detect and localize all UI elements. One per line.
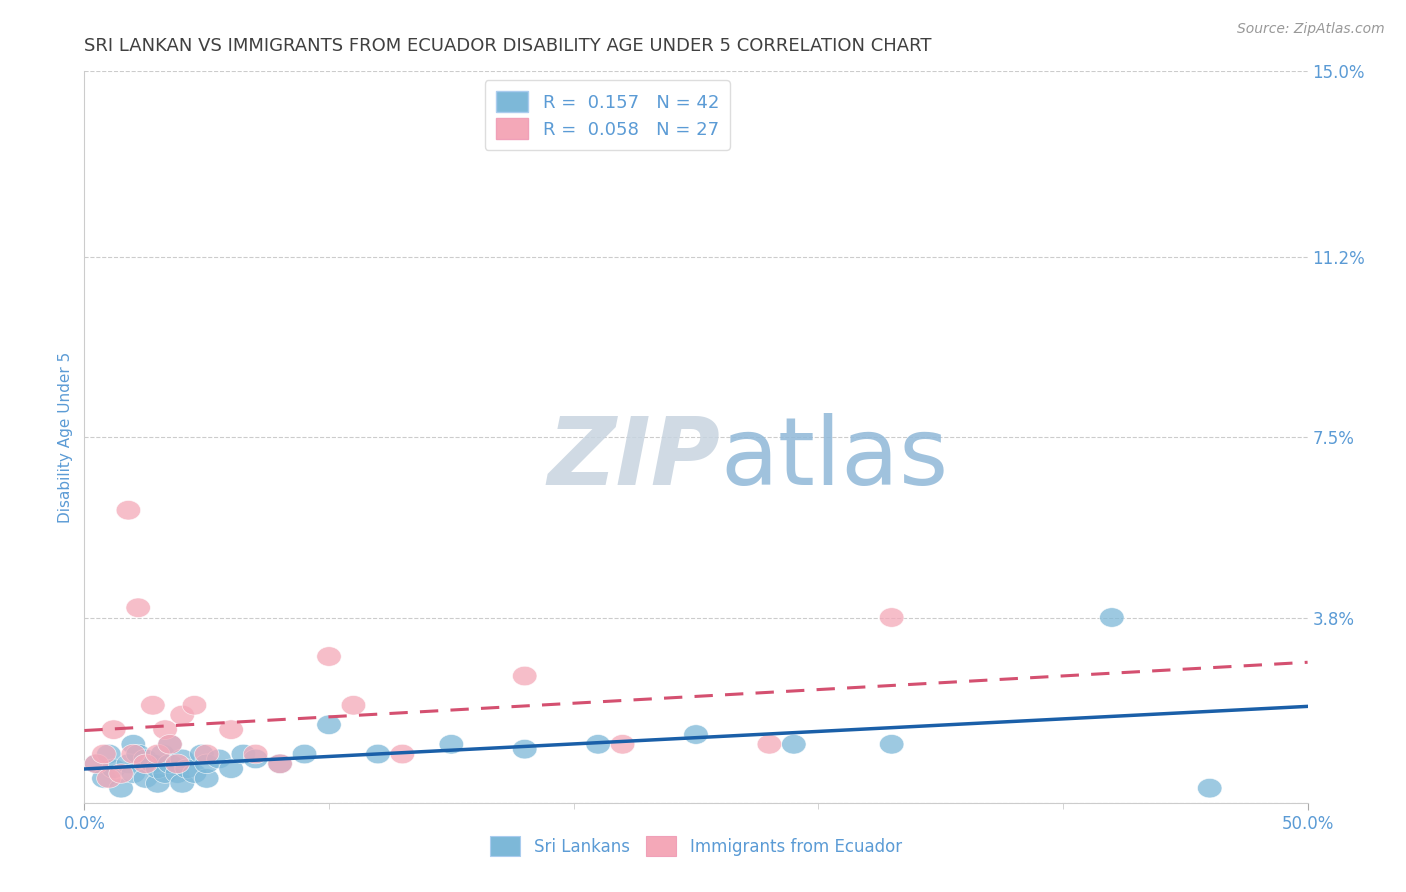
Ellipse shape (513, 739, 537, 759)
Ellipse shape (146, 744, 170, 764)
Ellipse shape (207, 749, 231, 769)
Ellipse shape (134, 754, 157, 773)
Ellipse shape (683, 725, 709, 744)
Ellipse shape (219, 720, 243, 739)
Ellipse shape (117, 500, 141, 520)
Ellipse shape (134, 769, 157, 789)
Ellipse shape (269, 754, 292, 773)
Ellipse shape (513, 666, 537, 686)
Ellipse shape (170, 749, 194, 769)
Ellipse shape (610, 734, 636, 754)
Ellipse shape (880, 734, 904, 754)
Ellipse shape (108, 764, 134, 783)
Ellipse shape (108, 779, 134, 798)
Ellipse shape (127, 744, 150, 764)
Ellipse shape (121, 764, 146, 783)
Ellipse shape (183, 764, 207, 783)
Ellipse shape (97, 769, 121, 789)
Ellipse shape (194, 769, 219, 789)
Ellipse shape (170, 773, 194, 793)
Ellipse shape (101, 720, 127, 739)
Ellipse shape (292, 744, 316, 764)
Ellipse shape (183, 696, 207, 715)
Ellipse shape (1099, 607, 1125, 627)
Ellipse shape (190, 744, 214, 764)
Ellipse shape (586, 734, 610, 754)
Ellipse shape (91, 744, 117, 764)
Ellipse shape (170, 706, 194, 725)
Ellipse shape (157, 754, 183, 773)
Ellipse shape (157, 734, 183, 754)
Ellipse shape (146, 759, 170, 779)
Ellipse shape (243, 749, 269, 769)
Ellipse shape (243, 744, 269, 764)
Ellipse shape (153, 720, 177, 739)
Ellipse shape (1198, 779, 1222, 798)
Ellipse shape (141, 754, 165, 773)
Legend: Sri Lankans, Immigrants from Ecuador: Sri Lankans, Immigrants from Ecuador (482, 828, 910, 864)
Ellipse shape (121, 744, 146, 764)
Ellipse shape (117, 754, 141, 773)
Ellipse shape (146, 773, 170, 793)
Ellipse shape (316, 647, 342, 666)
Ellipse shape (316, 715, 342, 734)
Ellipse shape (91, 769, 117, 789)
Ellipse shape (269, 754, 292, 773)
Ellipse shape (219, 759, 243, 779)
Ellipse shape (366, 744, 391, 764)
Ellipse shape (134, 749, 157, 769)
Text: atlas: atlas (720, 413, 949, 505)
Text: ZIP: ZIP (547, 413, 720, 505)
Ellipse shape (157, 734, 183, 754)
Text: Source: ZipAtlas.com: Source: ZipAtlas.com (1237, 22, 1385, 37)
Ellipse shape (121, 734, 146, 754)
Ellipse shape (153, 764, 177, 783)
Ellipse shape (391, 744, 415, 764)
Ellipse shape (165, 764, 190, 783)
Ellipse shape (174, 759, 200, 779)
Ellipse shape (165, 754, 190, 773)
Ellipse shape (84, 754, 108, 773)
Ellipse shape (97, 744, 121, 764)
Ellipse shape (150, 744, 174, 764)
Ellipse shape (880, 607, 904, 627)
Ellipse shape (758, 734, 782, 754)
Ellipse shape (194, 754, 219, 773)
Ellipse shape (127, 598, 150, 617)
Ellipse shape (141, 696, 165, 715)
Ellipse shape (342, 696, 366, 715)
Ellipse shape (84, 754, 108, 773)
Ellipse shape (782, 734, 806, 754)
Text: SRI LANKAN VS IMMIGRANTS FROM ECUADOR DISABILITY AGE UNDER 5 CORRELATION CHART: SRI LANKAN VS IMMIGRANTS FROM ECUADOR DI… (84, 37, 932, 54)
Ellipse shape (231, 744, 256, 764)
Ellipse shape (194, 744, 219, 764)
Ellipse shape (439, 734, 464, 754)
Y-axis label: Disability Age Under 5: Disability Age Under 5 (58, 351, 73, 523)
Ellipse shape (101, 759, 127, 779)
